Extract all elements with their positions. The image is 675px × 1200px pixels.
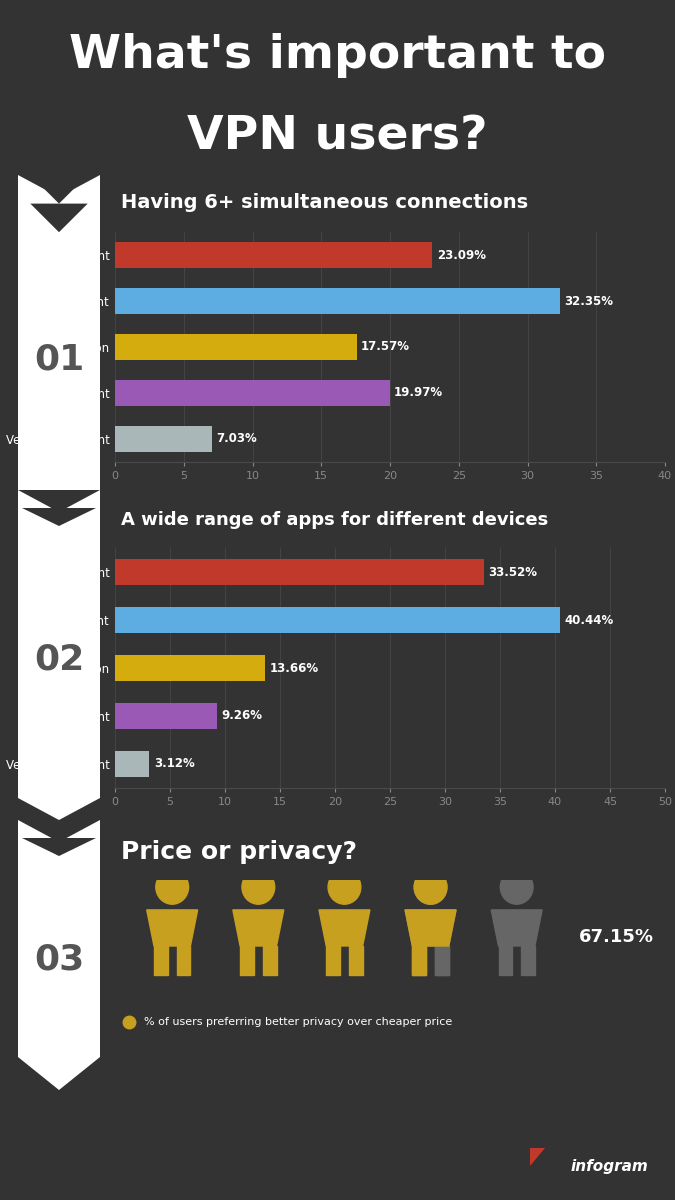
Polygon shape	[22, 820, 96, 838]
Polygon shape	[319, 910, 370, 946]
Polygon shape	[30, 204, 88, 233]
Text: 40.44%: 40.44%	[564, 613, 614, 626]
Polygon shape	[530, 1148, 545, 1166]
Text: Price or privacy?: Price or privacy?	[122, 840, 357, 864]
Polygon shape	[240, 946, 254, 974]
Polygon shape	[22, 838, 96, 856]
Text: 9.26%: 9.26%	[221, 709, 263, 722]
Text: 7.03%: 7.03%	[216, 432, 256, 445]
Polygon shape	[18, 820, 100, 1090]
Circle shape	[242, 870, 275, 905]
Text: 02: 02	[34, 643, 84, 677]
Polygon shape	[499, 946, 512, 974]
Polygon shape	[405, 910, 456, 946]
Circle shape	[414, 870, 447, 905]
Polygon shape	[154, 946, 167, 974]
Polygon shape	[435, 946, 449, 974]
Polygon shape	[146, 910, 198, 946]
Bar	[115, 703, 217, 730]
Polygon shape	[263, 946, 277, 974]
Polygon shape	[521, 946, 535, 974]
Text: 19.97%: 19.97%	[394, 386, 443, 400]
Polygon shape	[18, 175, 100, 490]
Text: 03: 03	[34, 943, 84, 977]
Polygon shape	[405, 910, 456, 946]
Bar	[115, 335, 356, 360]
Circle shape	[156, 870, 188, 905]
Circle shape	[328, 870, 361, 905]
Polygon shape	[435, 946, 449, 974]
Polygon shape	[412, 946, 426, 974]
Text: What's important to: What's important to	[69, 34, 606, 78]
Polygon shape	[18, 490, 100, 820]
Bar	[115, 559, 484, 586]
Polygon shape	[412, 946, 426, 974]
Text: infogram: infogram	[571, 1158, 649, 1174]
Bar	[115, 380, 389, 406]
Polygon shape	[412, 946, 426, 974]
Circle shape	[414, 870, 447, 905]
Text: 13.66%: 13.66%	[269, 661, 319, 674]
Text: 32.35%: 32.35%	[564, 294, 613, 307]
Bar	[340, 40, 431, 1200]
Polygon shape	[30, 175, 88, 204]
Text: 23.09%: 23.09%	[437, 248, 486, 262]
Circle shape	[414, 870, 447, 905]
Text: A wide range of apps for different devices: A wide range of apps for different devic…	[122, 511, 549, 529]
Polygon shape	[177, 946, 190, 974]
Circle shape	[500, 870, 533, 905]
Text: 67.15%: 67.15%	[579, 928, 654, 946]
Text: Having 6+ simultaneous connections: Having 6+ simultaneous connections	[122, 193, 529, 212]
Text: 33.52%: 33.52%	[488, 565, 537, 578]
Bar	[340, 40, 431, 1200]
Text: 17.57%: 17.57%	[361, 341, 410, 354]
Polygon shape	[491, 910, 542, 946]
Polygon shape	[349, 946, 362, 974]
Bar	[115, 607, 560, 634]
Polygon shape	[22, 490, 96, 508]
Bar	[115, 426, 212, 451]
Text: % of users preferring better privacy over cheaper price: % of users preferring better privacy ove…	[144, 1018, 453, 1027]
Polygon shape	[326, 946, 340, 974]
Polygon shape	[405, 910, 456, 946]
Text: 01: 01	[34, 343, 84, 377]
Bar	[115, 288, 560, 313]
Bar	[115, 655, 265, 682]
Bar	[115, 751, 149, 778]
Bar	[115, 242, 433, 268]
Polygon shape	[233, 910, 284, 946]
Text: 3.12%: 3.12%	[154, 757, 194, 770]
Text: VPN users?: VPN users?	[187, 114, 488, 158]
Polygon shape	[22, 508, 96, 526]
Bar	[340, 40, 431, 1200]
